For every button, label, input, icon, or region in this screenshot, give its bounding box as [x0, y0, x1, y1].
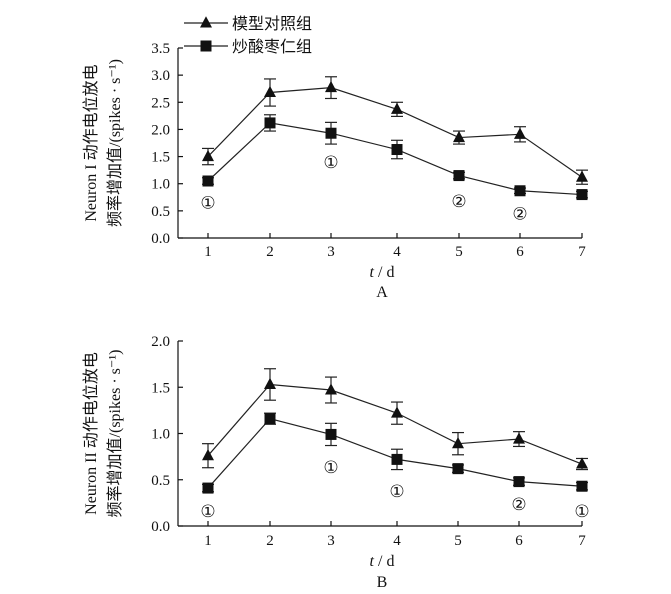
- legend-marker-square: [200, 40, 212, 52]
- data-point-triangle: [202, 149, 214, 162]
- series-treatment: [202, 114, 588, 201]
- y-tick-label: 2.5: [151, 95, 170, 111]
- data-point-triangle: [576, 457, 588, 469]
- legend-label: 炒酸枣仁组: [232, 38, 312, 56]
- y-tick-label: 1.5: [151, 380, 170, 396]
- data-point-triangle: [453, 130, 465, 143]
- data-point-triangle: [576, 170, 588, 182]
- data-point-triangle: [391, 406, 403, 418]
- x-tick-label: 4: [393, 244, 401, 260]
- significance-mark: ①: [574, 502, 589, 521]
- significance-mark: ②: [451, 192, 466, 211]
- data-point-square: [513, 476, 525, 488]
- panel-letter: B: [377, 574, 388, 591]
- data-point-square: [325, 428, 337, 440]
- series-model-control: [202, 368, 588, 471]
- data-point-triangle: [202, 449, 214, 461]
- series-line: [207, 418, 583, 489]
- y-axis-title-line1: Neuron II 动作电位放电: [82, 352, 100, 515]
- significance-mark: ①: [323, 153, 338, 172]
- x-tick-label: 6: [516, 244, 524, 260]
- data-point-square: [452, 463, 464, 475]
- data-point-triangle: [513, 432, 525, 444]
- series-model-control: [202, 76, 588, 185]
- y-tick-label: 3.0: [151, 68, 170, 84]
- significance-mark: ②: [511, 495, 526, 514]
- data-point-square: [514, 185, 526, 197]
- y-tick-label: 1.5: [151, 150, 170, 166]
- chart-panel-b: 0.0 0.5 1.0 1.5 2.0 1 2 3 4 5 6 7 t / d B Neuron II 动作…: [82, 334, 590, 591]
- data-point-square: [264, 413, 276, 425]
- data-point-triangle: [264, 377, 276, 390]
- y-axis-title-line1: Neuron I 动作电位放电: [82, 64, 100, 221]
- data-point-triangle: [391, 102, 403, 114]
- x-tick-label: 4: [393, 533, 401, 549]
- x-axis-title: t / d: [370, 264, 395, 281]
- y-tick-label: 0.5: [151, 204, 170, 220]
- x-tick-label: 3: [327, 244, 335, 260]
- data-point-triangle: [264, 85, 276, 98]
- data-point-square: [453, 170, 465, 182]
- y-tick-label: 2.0: [151, 122, 170, 138]
- data-point-square: [202, 482, 214, 494]
- legend-label: 模型对照组: [232, 15, 312, 33]
- data-point-square: [576, 480, 588, 492]
- significance-mark: ①: [389, 482, 404, 501]
- x-tick-label: 5: [455, 244, 463, 260]
- data-point-triangle: [325, 383, 337, 395]
- y-axis-title-line2: 频率增加值/(spikes · s⁻¹): [106, 350, 124, 518]
- significance-mark: ①: [200, 194, 215, 213]
- y-tick-label: 1.0: [151, 427, 170, 443]
- data-point-triangle: [452, 436, 464, 449]
- x-tick-label: 2: [266, 533, 274, 549]
- significance-mark: ①: [200, 502, 215, 521]
- data-point-triangle: [514, 127, 526, 139]
- x-tick-label: 3: [327, 533, 335, 549]
- data-point-square: [576, 189, 588, 201]
- data-point-square: [202, 175, 214, 187]
- data-point-triangle: [325, 80, 337, 93]
- data-point-square: [391, 453, 403, 465]
- x-tick-label: 2: [266, 244, 274, 260]
- series-treatment: [202, 412, 588, 494]
- data-point-square: [325, 127, 337, 139]
- x-tick-label: 7: [578, 533, 586, 549]
- significance-mark: ②: [512, 205, 527, 224]
- y-tick-label: 2.0: [151, 334, 170, 350]
- data-point-square: [391, 144, 403, 156]
- y-axis-title-line2: 频率增加值/(spikes · s⁻¹): [106, 59, 124, 227]
- x-tick-label: 6: [515, 533, 523, 549]
- x-tick-label: 5: [454, 533, 462, 549]
- series-line: [207, 87, 583, 178]
- chart-panel-a: 0.0 0.5 1.0 1.5 2.0 2.5 3.0 3.5 1 2 3 4 5 6 7 t / d A Neu…: [82, 15, 588, 301]
- significance-mark: ①: [323, 458, 338, 477]
- legend-marker-triangle: [200, 16, 212, 28]
- panel-letter: A: [376, 284, 388, 301]
- data-point-square: [264, 117, 276, 129]
- x-axis-title: t / d: [370, 553, 395, 570]
- x-tick-label: 1: [204, 533, 212, 549]
- x-tick-label: 1: [204, 244, 212, 260]
- y-tick-label: 0.0: [151, 519, 170, 535]
- x-tick-label: 7: [578, 244, 586, 260]
- y-tick-label: 0.5: [151, 473, 170, 489]
- y-tick-label: 0.0: [151, 231, 170, 247]
- y-tick-label: 1.0: [151, 177, 170, 193]
- y-tick-label: 3.5: [151, 41, 170, 57]
